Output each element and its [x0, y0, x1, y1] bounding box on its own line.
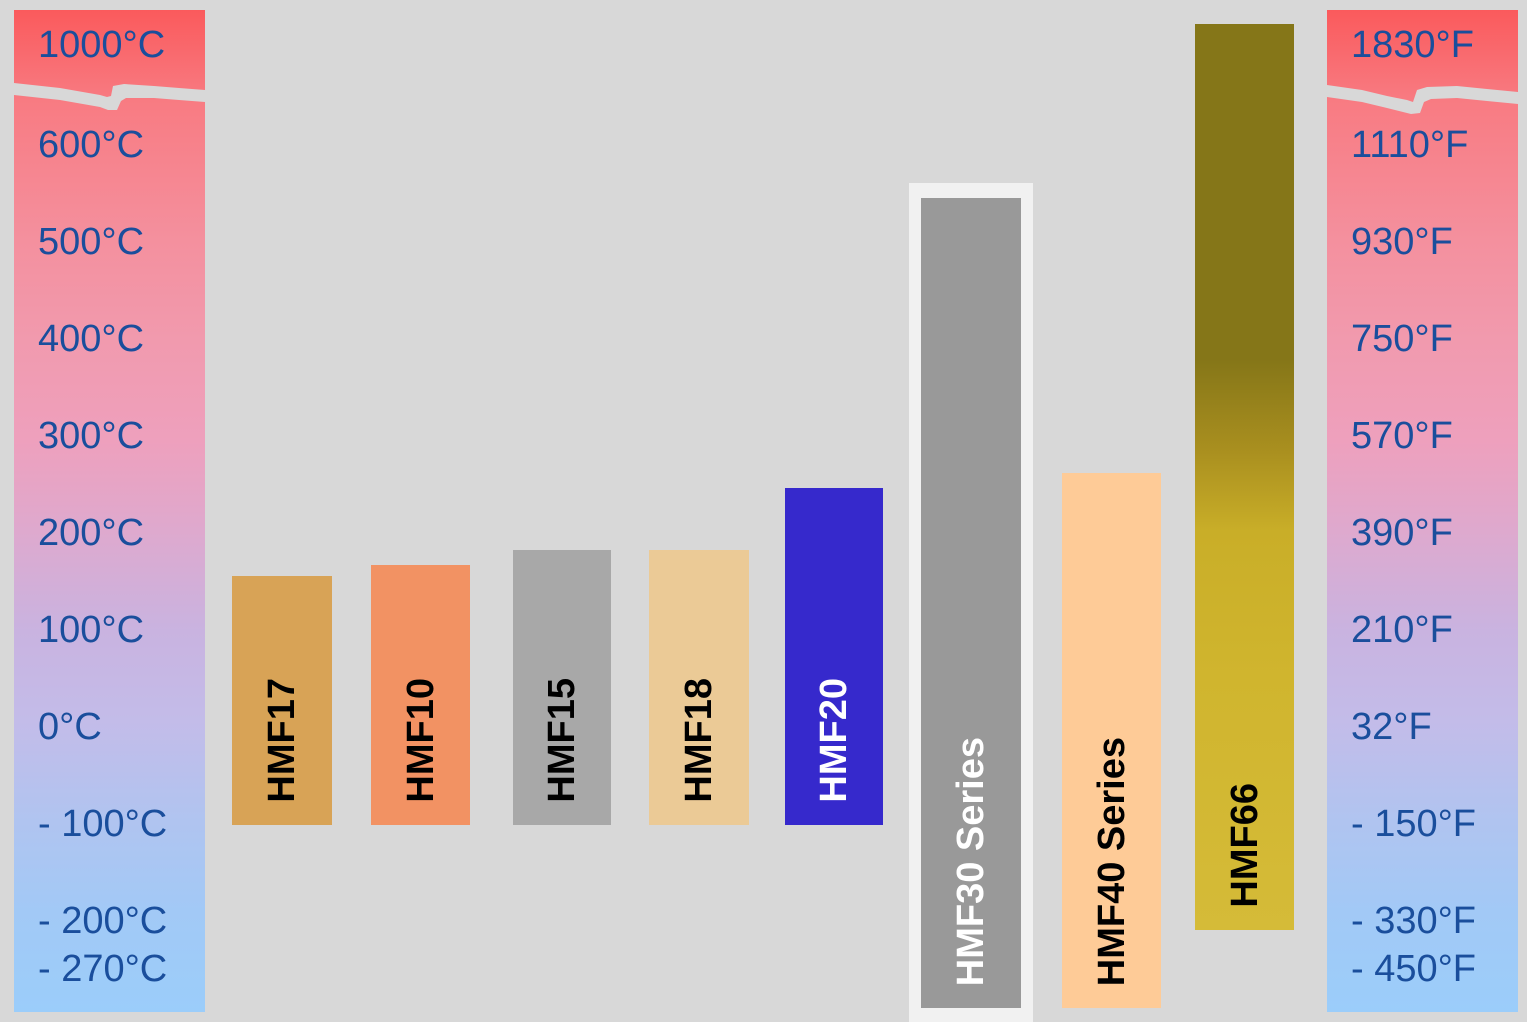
celsius-tick: - 100°C	[38, 803, 168, 845]
celsius-tick: - 270°C	[38, 948, 168, 990]
fahrenheit-tick: - 450°F	[1351, 948, 1477, 990]
fahrenheit-tick: 1110°F	[1351, 124, 1469, 166]
celsius-tick: 500°C	[38, 221, 145, 263]
fahrenheit-scale: 1830°F 1110°F 930°F 750°F 570°F 390°F 21…	[1327, 10, 1518, 1012]
scale-break-icon	[14, 83, 205, 110]
bar-hmf40: HMF40 Series	[1062, 473, 1161, 1008]
celsius-tick: 0°C	[38, 706, 102, 748]
celsius-scale: 1000°C 600°C 500°C 400°C 300°C 200°C 100…	[14, 10, 205, 1012]
fahrenheit-tick: - 330°F	[1351, 900, 1477, 942]
bar-hmf18: HMF18	[649, 550, 749, 825]
bar-label-hmf66: HMF66	[1223, 783, 1266, 908]
bar-label-hmf30: HMF30 Series	[950, 736, 992, 986]
bar-hmf15: HMF15	[513, 550, 611, 825]
celsius-tick: 200°C	[38, 512, 145, 554]
bar-label-hmf17: HMF17	[261, 678, 303, 803]
celsius-tick: - 200°C	[38, 900, 168, 942]
fahrenheit-tick: 930°F	[1351, 221, 1453, 263]
fahrenheit-tick: 210°F	[1351, 609, 1453, 651]
bar-hmf20: HMF20	[785, 488, 883, 825]
celsius-tick: 400°C	[38, 318, 145, 360]
scale-break-icon	[1327, 85, 1518, 114]
fahrenheit-tick: 750°F	[1351, 318, 1453, 360]
bar-hmf66: HMF66	[1195, 24, 1294, 930]
fahrenheit-tick: 390°F	[1351, 512, 1453, 554]
bar-hmf30: HMF30 Series	[921, 198, 1021, 1008]
celsius-tick: 600°C	[38, 124, 145, 166]
bar-label-hmf10: HMF10	[399, 678, 442, 803]
celsius-tick: 100°C	[38, 609, 145, 651]
fahrenheit-tick: 1830°F	[1351, 24, 1474, 66]
bar-label-hmf15: HMF15	[541, 678, 583, 803]
bar-hmf17: HMF17	[232, 576, 332, 825]
bar-hmf10: HMF10	[371, 565, 470, 825]
fahrenheit-tick: 570°F	[1351, 415, 1453, 457]
celsius-tick: 1000°C	[38, 24, 166, 66]
bar-label-hmf20: HMF20	[813, 678, 855, 803]
fahrenheit-tick: - 150°F	[1351, 803, 1477, 845]
bar-label-hmf40: HMF40 Series	[1090, 736, 1133, 986]
bar-hmf30-frame: HMF30 Series	[909, 183, 1033, 1022]
fahrenheit-tick: 32°F	[1351, 706, 1432, 748]
bar-label-hmf18: HMF18	[678, 678, 720, 803]
celsius-tick: 300°C	[38, 415, 145, 457]
